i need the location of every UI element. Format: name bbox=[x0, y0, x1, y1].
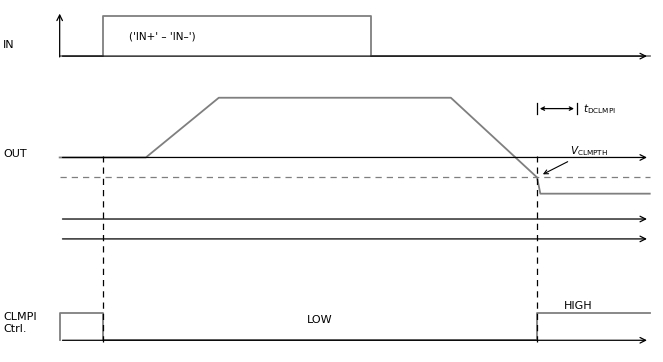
Text: LOW: LOW bbox=[307, 315, 333, 325]
Text: ('IN+' – 'IN–'): ('IN+' – 'IN–') bbox=[129, 31, 196, 41]
Text: $t_{\mathrm{DCLMPI}}$: $t_{\mathrm{DCLMPI}}$ bbox=[583, 102, 617, 115]
Text: HIGH: HIGH bbox=[564, 301, 592, 311]
Text: OUT: OUT bbox=[3, 149, 27, 159]
Text: Ctrl.: Ctrl. bbox=[3, 324, 27, 334]
Text: IN: IN bbox=[3, 40, 15, 50]
Text: $V_{\mathrm{CLMPTH}}$: $V_{\mathrm{CLMPTH}}$ bbox=[544, 144, 608, 174]
Text: CLMPI: CLMPI bbox=[3, 312, 37, 322]
